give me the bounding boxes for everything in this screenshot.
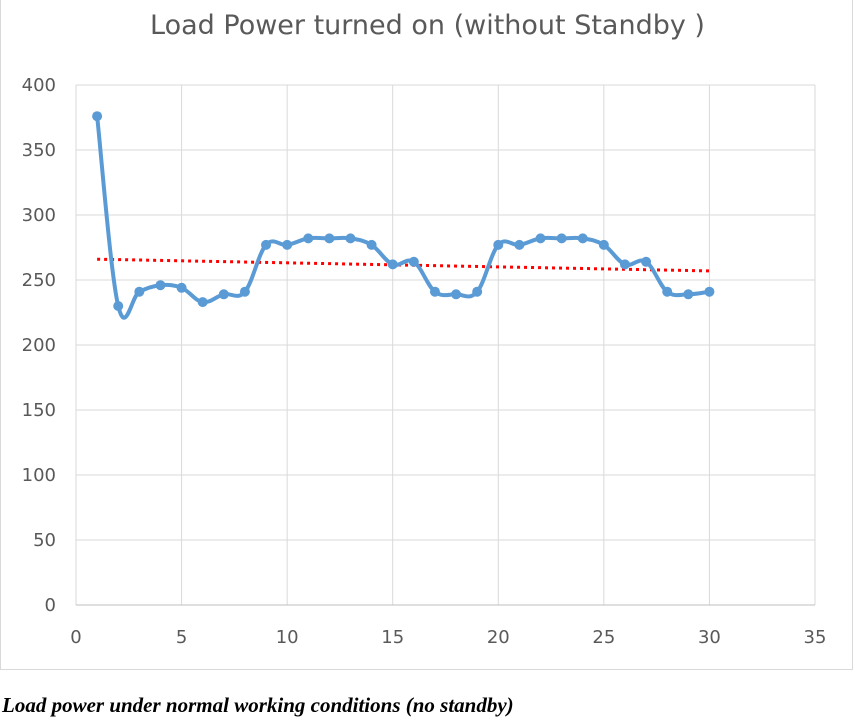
y-tick-label: 350	[22, 140, 56, 161]
x-axis-ticks: 0 5 10 15 20 25 30 35	[70, 627, 826, 648]
data-point	[493, 239, 504, 250]
data-point	[704, 286, 715, 297]
data-point	[683, 289, 694, 300]
data-point	[366, 239, 377, 250]
y-tick-label: 50	[33, 530, 56, 551]
data-point	[92, 111, 103, 122]
data-point	[451, 289, 462, 300]
data-point	[303, 233, 314, 244]
data-point	[218, 289, 229, 300]
y-tick-label: 250	[22, 270, 56, 291]
x-tick-label: 35	[804, 627, 827, 648]
data-point	[176, 282, 187, 293]
data-point	[197, 297, 208, 308]
data-point	[113, 301, 124, 311]
y-axis-ticks: 0 50 100 150 200 250 300 350 400	[22, 75, 56, 616]
chart-frame	[0, 0, 853, 670]
figure-caption: Load power under normal working conditio…	[2, 693, 514, 717]
data-point	[429, 286, 440, 297]
data-point	[345, 233, 356, 244]
x-tick-label: 10	[276, 627, 299, 648]
y-tick-label: 200	[22, 335, 56, 356]
data-point	[577, 233, 588, 244]
data-point	[598, 239, 609, 250]
y-tick-label: 300	[22, 205, 56, 226]
x-tick-label: 30	[698, 627, 721, 648]
x-tick-label: 5	[176, 627, 187, 648]
series-line	[95, 115, 710, 320]
data-point	[239, 286, 250, 297]
data-point	[155, 280, 166, 291]
y-tick-label: 100	[22, 465, 56, 486]
x-tick-label: 15	[381, 627, 404, 648]
data-point	[535, 233, 546, 244]
data-point	[641, 256, 652, 267]
data-point	[619, 259, 630, 270]
data-point	[556, 233, 567, 244]
data-point	[514, 239, 525, 250]
data-point	[324, 233, 335, 244]
data-point	[134, 286, 145, 297]
x-tick-label: 0	[70, 627, 81, 648]
x-tick-label: 20	[487, 627, 510, 648]
y-tick-label: 0	[45, 595, 56, 616]
data-point	[472, 286, 483, 297]
series-power	[92, 111, 715, 320]
y-tick-label: 400	[22, 75, 56, 96]
y-tick-label: 150	[22, 400, 56, 421]
data-point	[408, 256, 419, 267]
chart-title: Load Power turned on (without Standby )	[150, 10, 705, 41]
gridlines	[75, 84, 816, 606]
data-point	[261, 239, 272, 250]
x-tick-label: 25	[592, 627, 615, 648]
data-point	[387, 259, 398, 270]
data-point	[662, 286, 673, 297]
data-point	[282, 239, 293, 250]
